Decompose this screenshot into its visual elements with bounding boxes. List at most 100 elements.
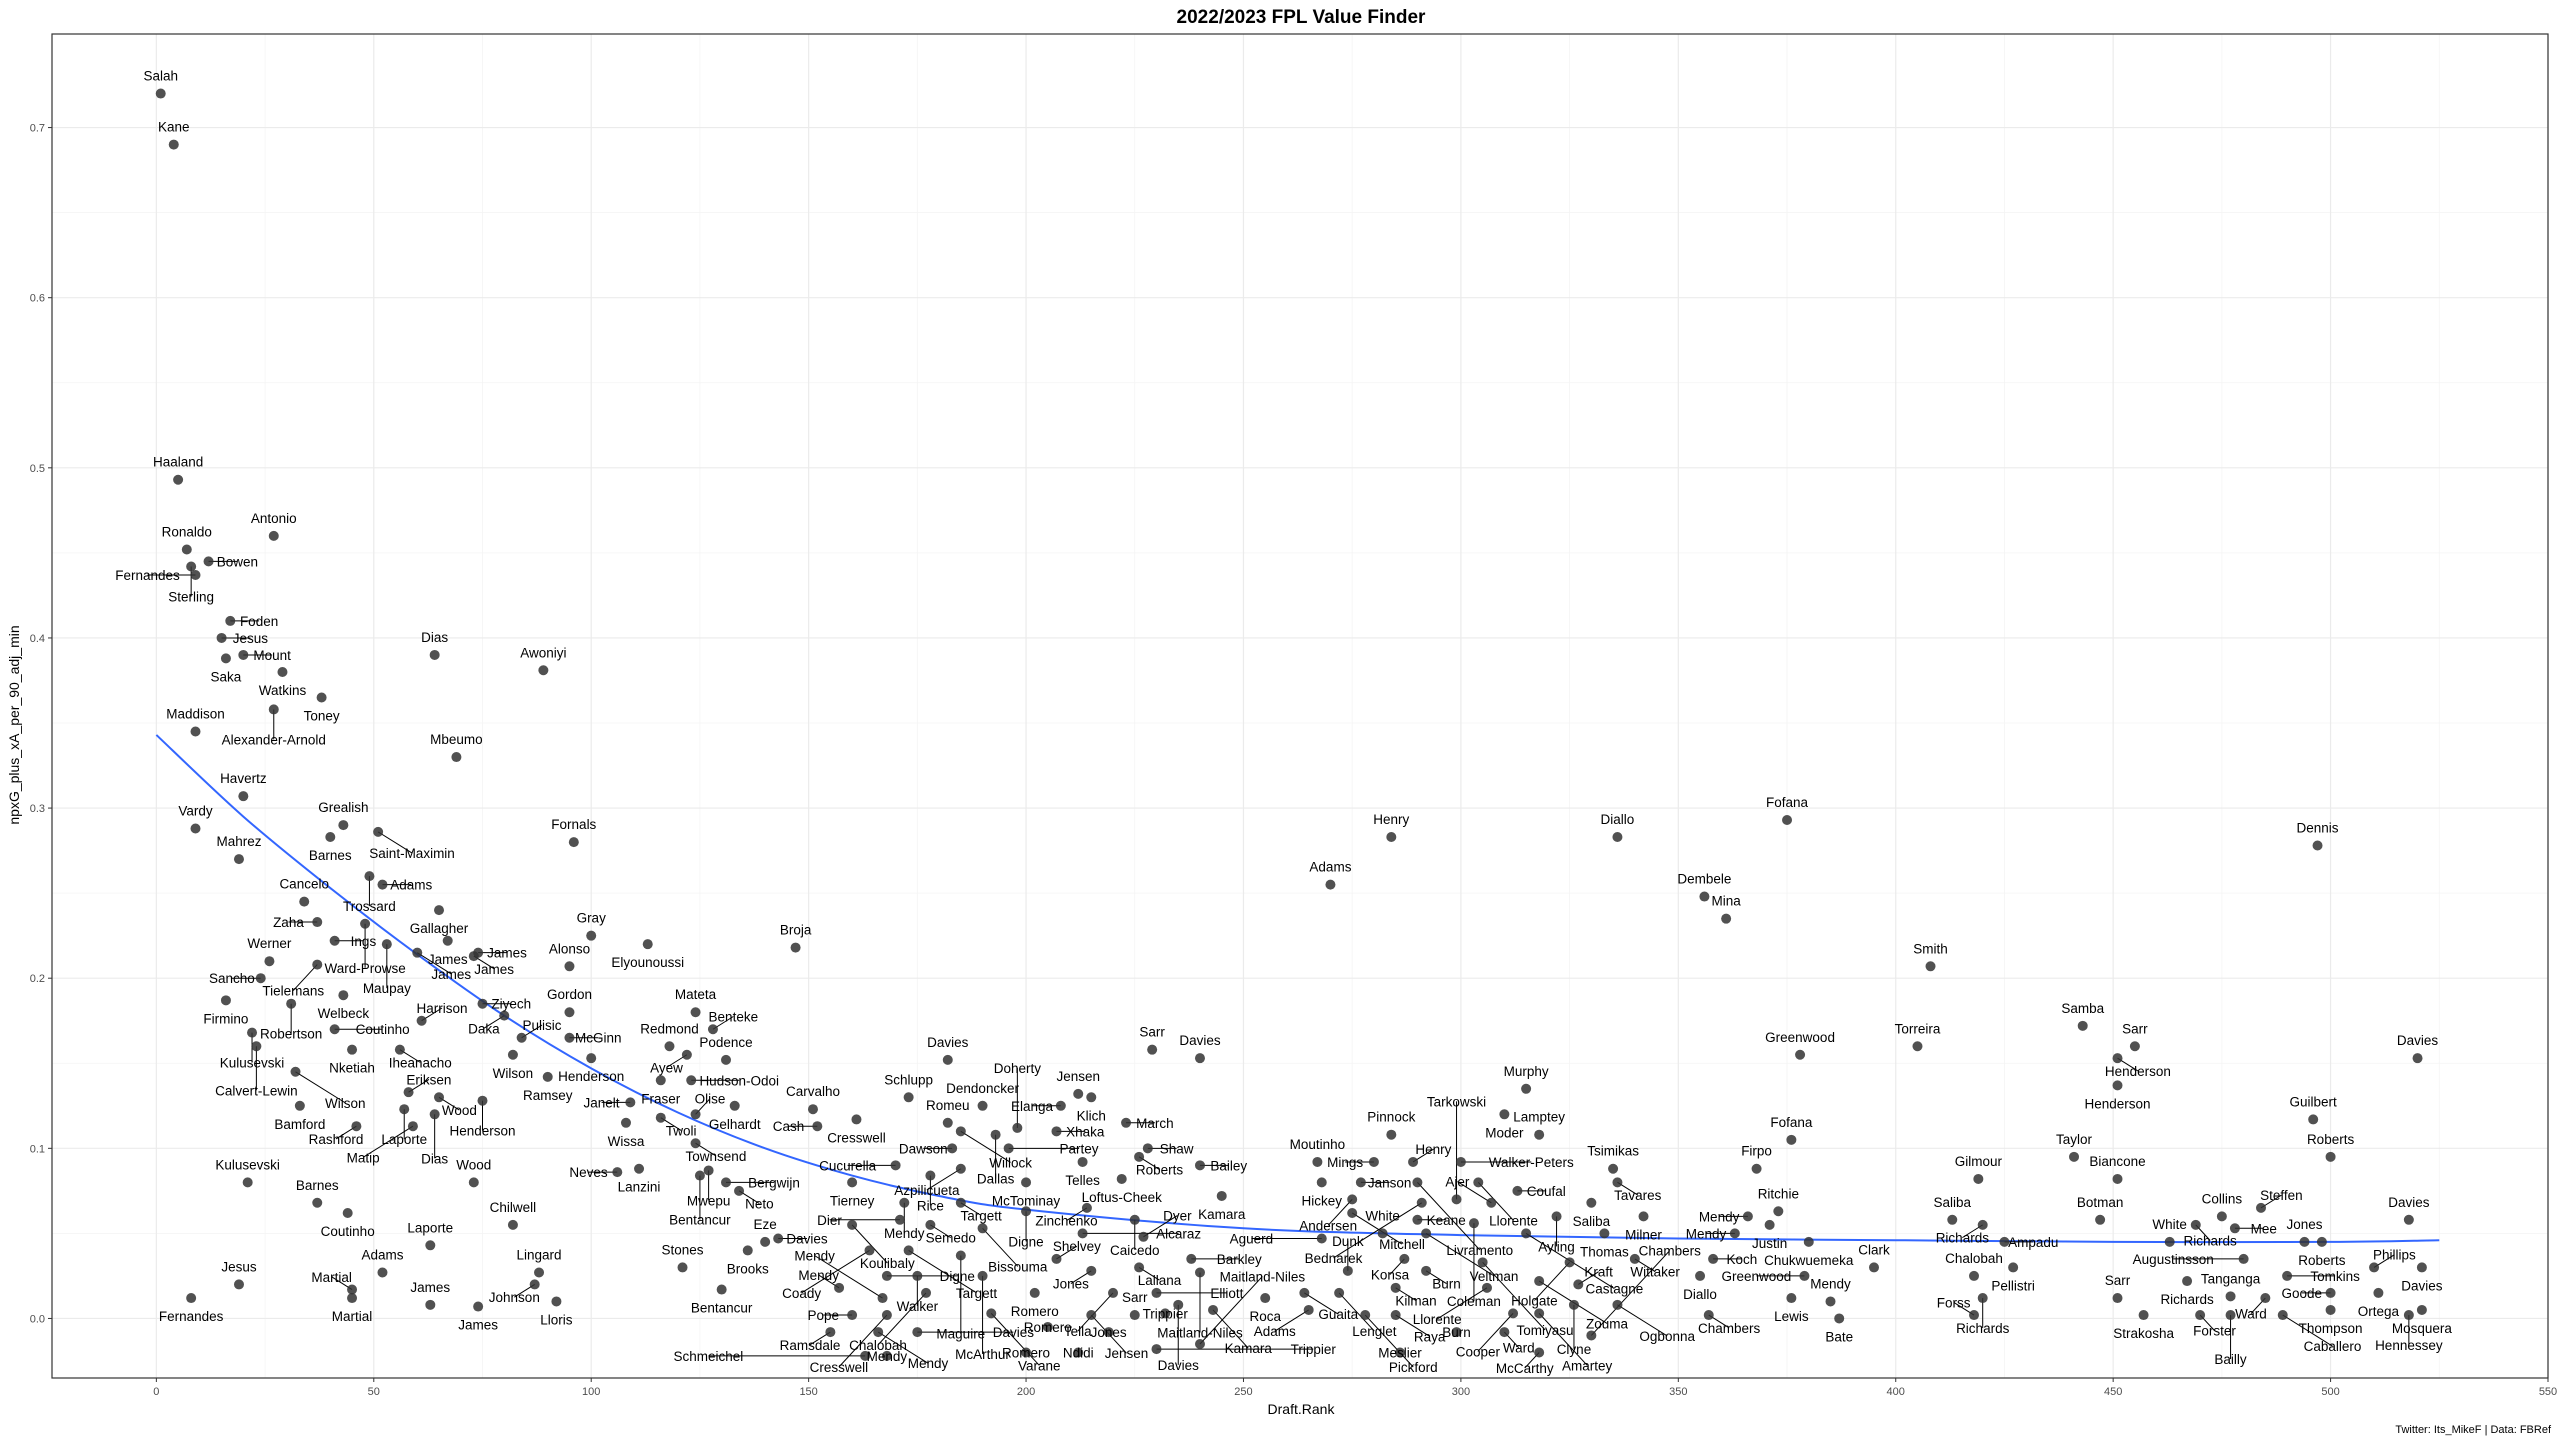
- scatter-point: [364, 871, 375, 882]
- point-label: Broja: [780, 923, 812, 938]
- point-label: Dias: [421, 630, 448, 645]
- point-label: Samba: [2061, 1001, 2104, 1016]
- point-label: Trippier: [1291, 1342, 1337, 1357]
- scatter-point: [294, 1100, 305, 1111]
- point-label: Firpo: [1741, 1144, 1772, 1159]
- scatter-point: [290, 1066, 301, 1077]
- point-label: Gordon: [547, 987, 592, 1002]
- scatter-point: [1868, 1262, 1879, 1273]
- scatter-point: [707, 1024, 718, 1035]
- scatter-point: [277, 666, 288, 677]
- scatter-point: [1612, 1299, 1623, 1310]
- label-leader-line: [908, 1249, 977, 1294]
- scatter-point: [899, 1197, 910, 1208]
- chart-title: 2022/2023 FPL Value Finder: [1177, 7, 1426, 28]
- scatter-point: [2077, 1020, 2088, 1031]
- scatter-point: [1599, 1228, 1610, 1239]
- x-tick-label: 0: [153, 1386, 159, 1398]
- scatter-point: [2138, 1310, 2149, 1321]
- point-label: Moder: [1485, 1125, 1524, 1140]
- scatter-point: [634, 1163, 645, 1174]
- point-label: Davies: [2388, 1195, 2430, 1210]
- point-label: Podence: [699, 1035, 752, 1050]
- scatter-point: [1021, 1177, 1032, 1188]
- point-label: James: [458, 1318, 498, 1333]
- point-label: McGinn: [575, 1031, 622, 1046]
- scatter-point: [1803, 1236, 1814, 1247]
- point-label: Alexander-Arnold: [222, 732, 326, 747]
- point-label: Goode: [2282, 1286, 2323, 1301]
- point-label: Taylor: [2056, 1132, 2093, 1147]
- scatter-point: [1399, 1253, 1410, 1264]
- point-label: Raya: [1414, 1329, 1446, 1344]
- scatter-point: [1347, 1207, 1358, 1218]
- scatter-point: [1421, 1228, 1432, 1239]
- point-label: Mendy: [884, 1226, 925, 1241]
- point-label: Diallo: [1601, 812, 1635, 827]
- point-label: Bowen: [217, 554, 258, 569]
- label-leader-line: [982, 1227, 1019, 1267]
- point-label: Burn: [1442, 1325, 1471, 1340]
- point-label: Toney: [304, 708, 340, 723]
- point-label: Dias: [421, 1151, 448, 1166]
- point-label: Augustinsson: [2133, 1252, 2214, 1267]
- scatter-point: [1468, 1218, 1479, 1229]
- point-label: Werner: [247, 936, 292, 951]
- scatter-point: [316, 692, 327, 703]
- point-label: Konsa: [1371, 1267, 1410, 1282]
- point-label: Dunk: [1332, 1234, 1364, 1249]
- x-tick-label: 300: [1452, 1386, 1470, 1398]
- scatter-point: [2229, 1223, 2240, 1234]
- scatter-point: [542, 1071, 553, 1082]
- point-label: Hudson-Odoi: [699, 1073, 779, 1088]
- point-label: Dyer: [1163, 1209, 1192, 1224]
- point-label: Trippier: [1143, 1306, 1189, 1321]
- scatter-point: [655, 1112, 666, 1123]
- point-label: Tavares: [1614, 1188, 1662, 1203]
- scatter-point: [1629, 1253, 1640, 1264]
- scatter-point: [416, 1015, 427, 1026]
- point-label: Fraser: [641, 1091, 681, 1106]
- scatter-point: [564, 1032, 575, 1043]
- point-label: Adams: [390, 878, 432, 893]
- point-label: Ward: [1503, 1341, 1535, 1356]
- y-tick-label: 0.2: [30, 973, 45, 985]
- point-label: Guilbert: [2290, 1094, 2338, 1109]
- scatter-point: [2112, 1080, 2123, 1091]
- scatter-point: [325, 831, 336, 842]
- point-label: March: [1136, 1116, 1174, 1131]
- point-label: Coleman: [1447, 1294, 1501, 1309]
- point-label: Ward: [2235, 1307, 2267, 1322]
- scatter-point: [1208, 1304, 1219, 1315]
- scatter-point: [312, 1197, 323, 1208]
- scatter-point: [2129, 1041, 2140, 1052]
- scatter-point: [338, 990, 349, 1001]
- point-label: Olise: [695, 1092, 726, 1107]
- point-label: Romeu: [926, 1098, 970, 1113]
- point-label: Henderson: [558, 1069, 624, 1084]
- point-label: Lingard: [517, 1248, 562, 1263]
- axis-layer: 0 50 100 150 200 250 300 350 400 450 500 550 0.0 0.1 0…: [30, 33, 2557, 1398]
- scatter-point: [1194, 1160, 1205, 1171]
- scatter-point: [2095, 1214, 2106, 1225]
- scatter-point: [851, 1114, 862, 1125]
- scatter-point: [1477, 1257, 1488, 1268]
- point-label: Sarr: [1139, 1025, 1165, 1040]
- point-label: Forss: [1937, 1295, 1971, 1310]
- scatter-point: [1416, 1197, 1427, 1208]
- scatter-point: [1081, 1202, 1092, 1213]
- point-label: Maupay: [363, 981, 411, 996]
- scatter-point: [625, 1097, 636, 1108]
- scatter-point: [1142, 1143, 1153, 1154]
- point-label: Schlupp: [884, 1072, 933, 1087]
- scatter-point: [955, 1163, 966, 1174]
- scatter-point: [425, 1240, 436, 1251]
- point-label: Digne: [940, 1269, 975, 1284]
- point-label: McCarthy: [1496, 1361, 1554, 1376]
- point-label: Coady: [782, 1286, 821, 1301]
- scatter-point: [251, 1041, 262, 1052]
- scatter-point: [812, 1121, 823, 1132]
- point-label: Gelhardt: [709, 1117, 761, 1132]
- point-label: Pellistri: [1991, 1278, 2035, 1293]
- scatter-point: [1303, 1304, 1314, 1315]
